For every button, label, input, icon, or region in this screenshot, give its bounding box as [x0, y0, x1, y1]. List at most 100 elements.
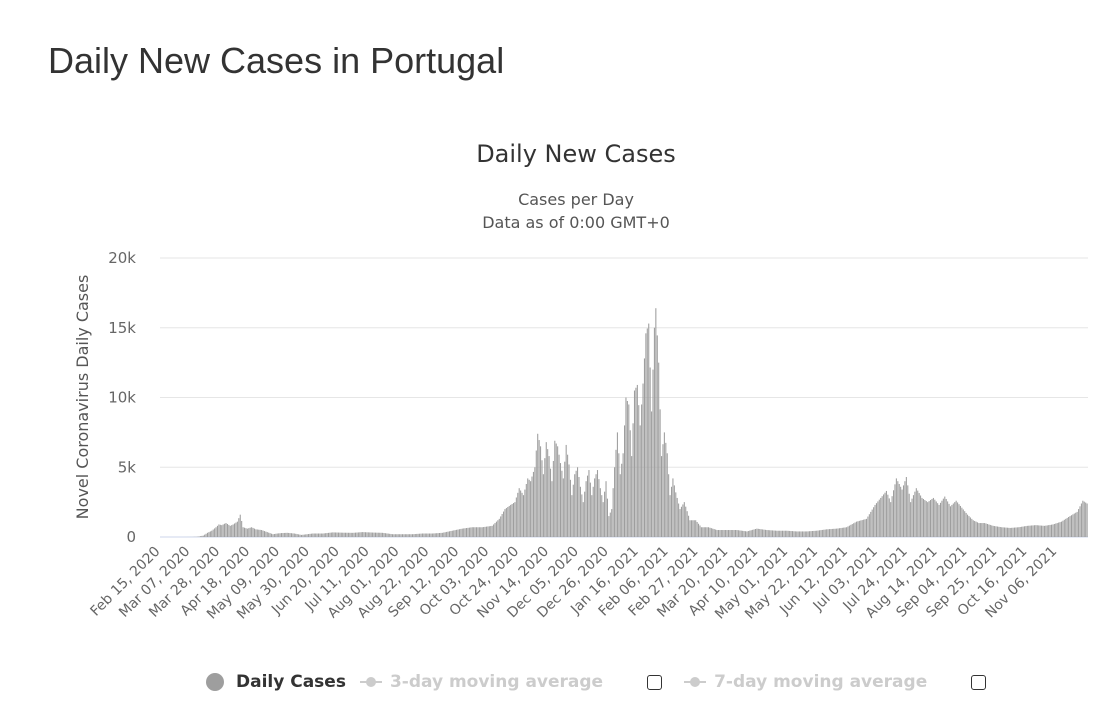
- bar: [865, 518, 868, 537]
- bar: [569, 479, 571, 537]
- bar: [716, 530, 718, 537]
- bar: [742, 530, 744, 537]
- bar: [649, 367, 651, 537]
- bar: [572, 484, 574, 537]
- bar: [1041, 525, 1043, 537]
- bar: [481, 527, 483, 537]
- bar: [514, 502, 516, 538]
- bar: [702, 527, 704, 537]
- bar: [928, 501, 930, 537]
- bar: [1005, 527, 1007, 537]
- bar: [312, 533, 314, 537]
- bar: [665, 442, 667, 537]
- legend-item-daily-cases[interactable]: Daily Cases: [206, 672, 346, 692]
- bar: [818, 530, 821, 537]
- bar: [860, 520, 862, 537]
- bar: [373, 532, 375, 537]
- bar: [974, 520, 976, 537]
- bar: [347, 532, 349, 537]
- bar: [401, 534, 404, 537]
- bar: [382, 532, 384, 537]
- bar: [858, 520, 860, 537]
- bar: [699, 525, 701, 537]
- bar: [712, 528, 714, 537]
- bar: [234, 523, 236, 537]
- bar: [317, 533, 320, 537]
- y-axis-label: Novel Coronavirus Daily Cases: [73, 275, 92, 520]
- legend-marker-7day-average: [684, 676, 707, 688]
- legend-label-3day-average: 3-day moving average: [389, 672, 604, 692]
- bar: [618, 453, 620, 537]
- bar: [604, 491, 606, 537]
- bar: [596, 470, 599, 537]
- bar: [752, 529, 754, 537]
- bar: [501, 513, 503, 537]
- bar: [723, 530, 725, 537]
- checkbox-3day-average[interactable]: [647, 674, 663, 690]
- bar: [1078, 509, 1080, 537]
- bar: [877, 501, 879, 537]
- bar: [606, 498, 608, 537]
- bar: [735, 530, 737, 537]
- bar: [336, 532, 338, 537]
- legend-marker-3day-average: [359, 676, 382, 688]
- bar: [725, 530, 727, 537]
- bar: [232, 524, 234, 537]
- bar: [908, 493, 910, 537]
- bar: [522, 495, 525, 537]
- bar: [861, 520, 863, 537]
- bar: [1028, 525, 1030, 537]
- bar: [246, 528, 248, 537]
- bar: [500, 516, 502, 537]
- bar: [1075, 512, 1077, 537]
- checkbox-7day-average[interactable]: [971, 674, 987, 690]
- bar: [510, 504, 512, 537]
- bar: [801, 531, 803, 537]
- bar: [1072, 514, 1074, 537]
- bar: [976, 522, 979, 537]
- legend-item-3day-average[interactable]: 3-day moving average: [359, 672, 604, 692]
- bar: [354, 532, 357, 537]
- bar: [975, 521, 977, 537]
- bar: [521, 492, 523, 537]
- bar: [578, 477, 580, 537]
- bar: [346, 532, 348, 537]
- bar: [921, 497, 923, 537]
- bar: [621, 463, 623, 537]
- bar: [897, 481, 899, 537]
- bar: [300, 534, 302, 537]
- bar: [1062, 520, 1064, 537]
- bar: [767, 530, 769, 537]
- bar: [939, 502, 942, 537]
- bar: [700, 527, 702, 537]
- bar: [268, 532, 270, 537]
- bar: [806, 531, 808, 537]
- bar: [1083, 501, 1085, 537]
- bar: [236, 521, 238, 537]
- bar: [229, 525, 231, 537]
- bar: [902, 485, 905, 537]
- bar: [678, 503, 680, 537]
- bar: [282, 533, 284, 537]
- bar: [228, 524, 230, 537]
- bar: [410, 534, 412, 537]
- legend-item-7day-average[interactable]: 7-day moving average: [684, 672, 927, 692]
- bar: [949, 506, 952, 537]
- bar: [967, 514, 969, 537]
- bar: [954, 502, 956, 538]
- bar: [201, 535, 203, 537]
- bar: [904, 481, 906, 537]
- bar: [293, 533, 295, 537]
- bar: [870, 511, 872, 537]
- bar: [204, 534, 206, 537]
- bar: [309, 533, 311, 537]
- bar: [417, 533, 419, 537]
- bar: [466, 528, 468, 537]
- bar: [900, 486, 902, 537]
- bar: [276, 533, 278, 537]
- bar: [530, 481, 532, 537]
- bar: [538, 440, 540, 537]
- bar: [209, 531, 211, 537]
- bar: [828, 529, 831, 537]
- bar: [612, 488, 614, 537]
